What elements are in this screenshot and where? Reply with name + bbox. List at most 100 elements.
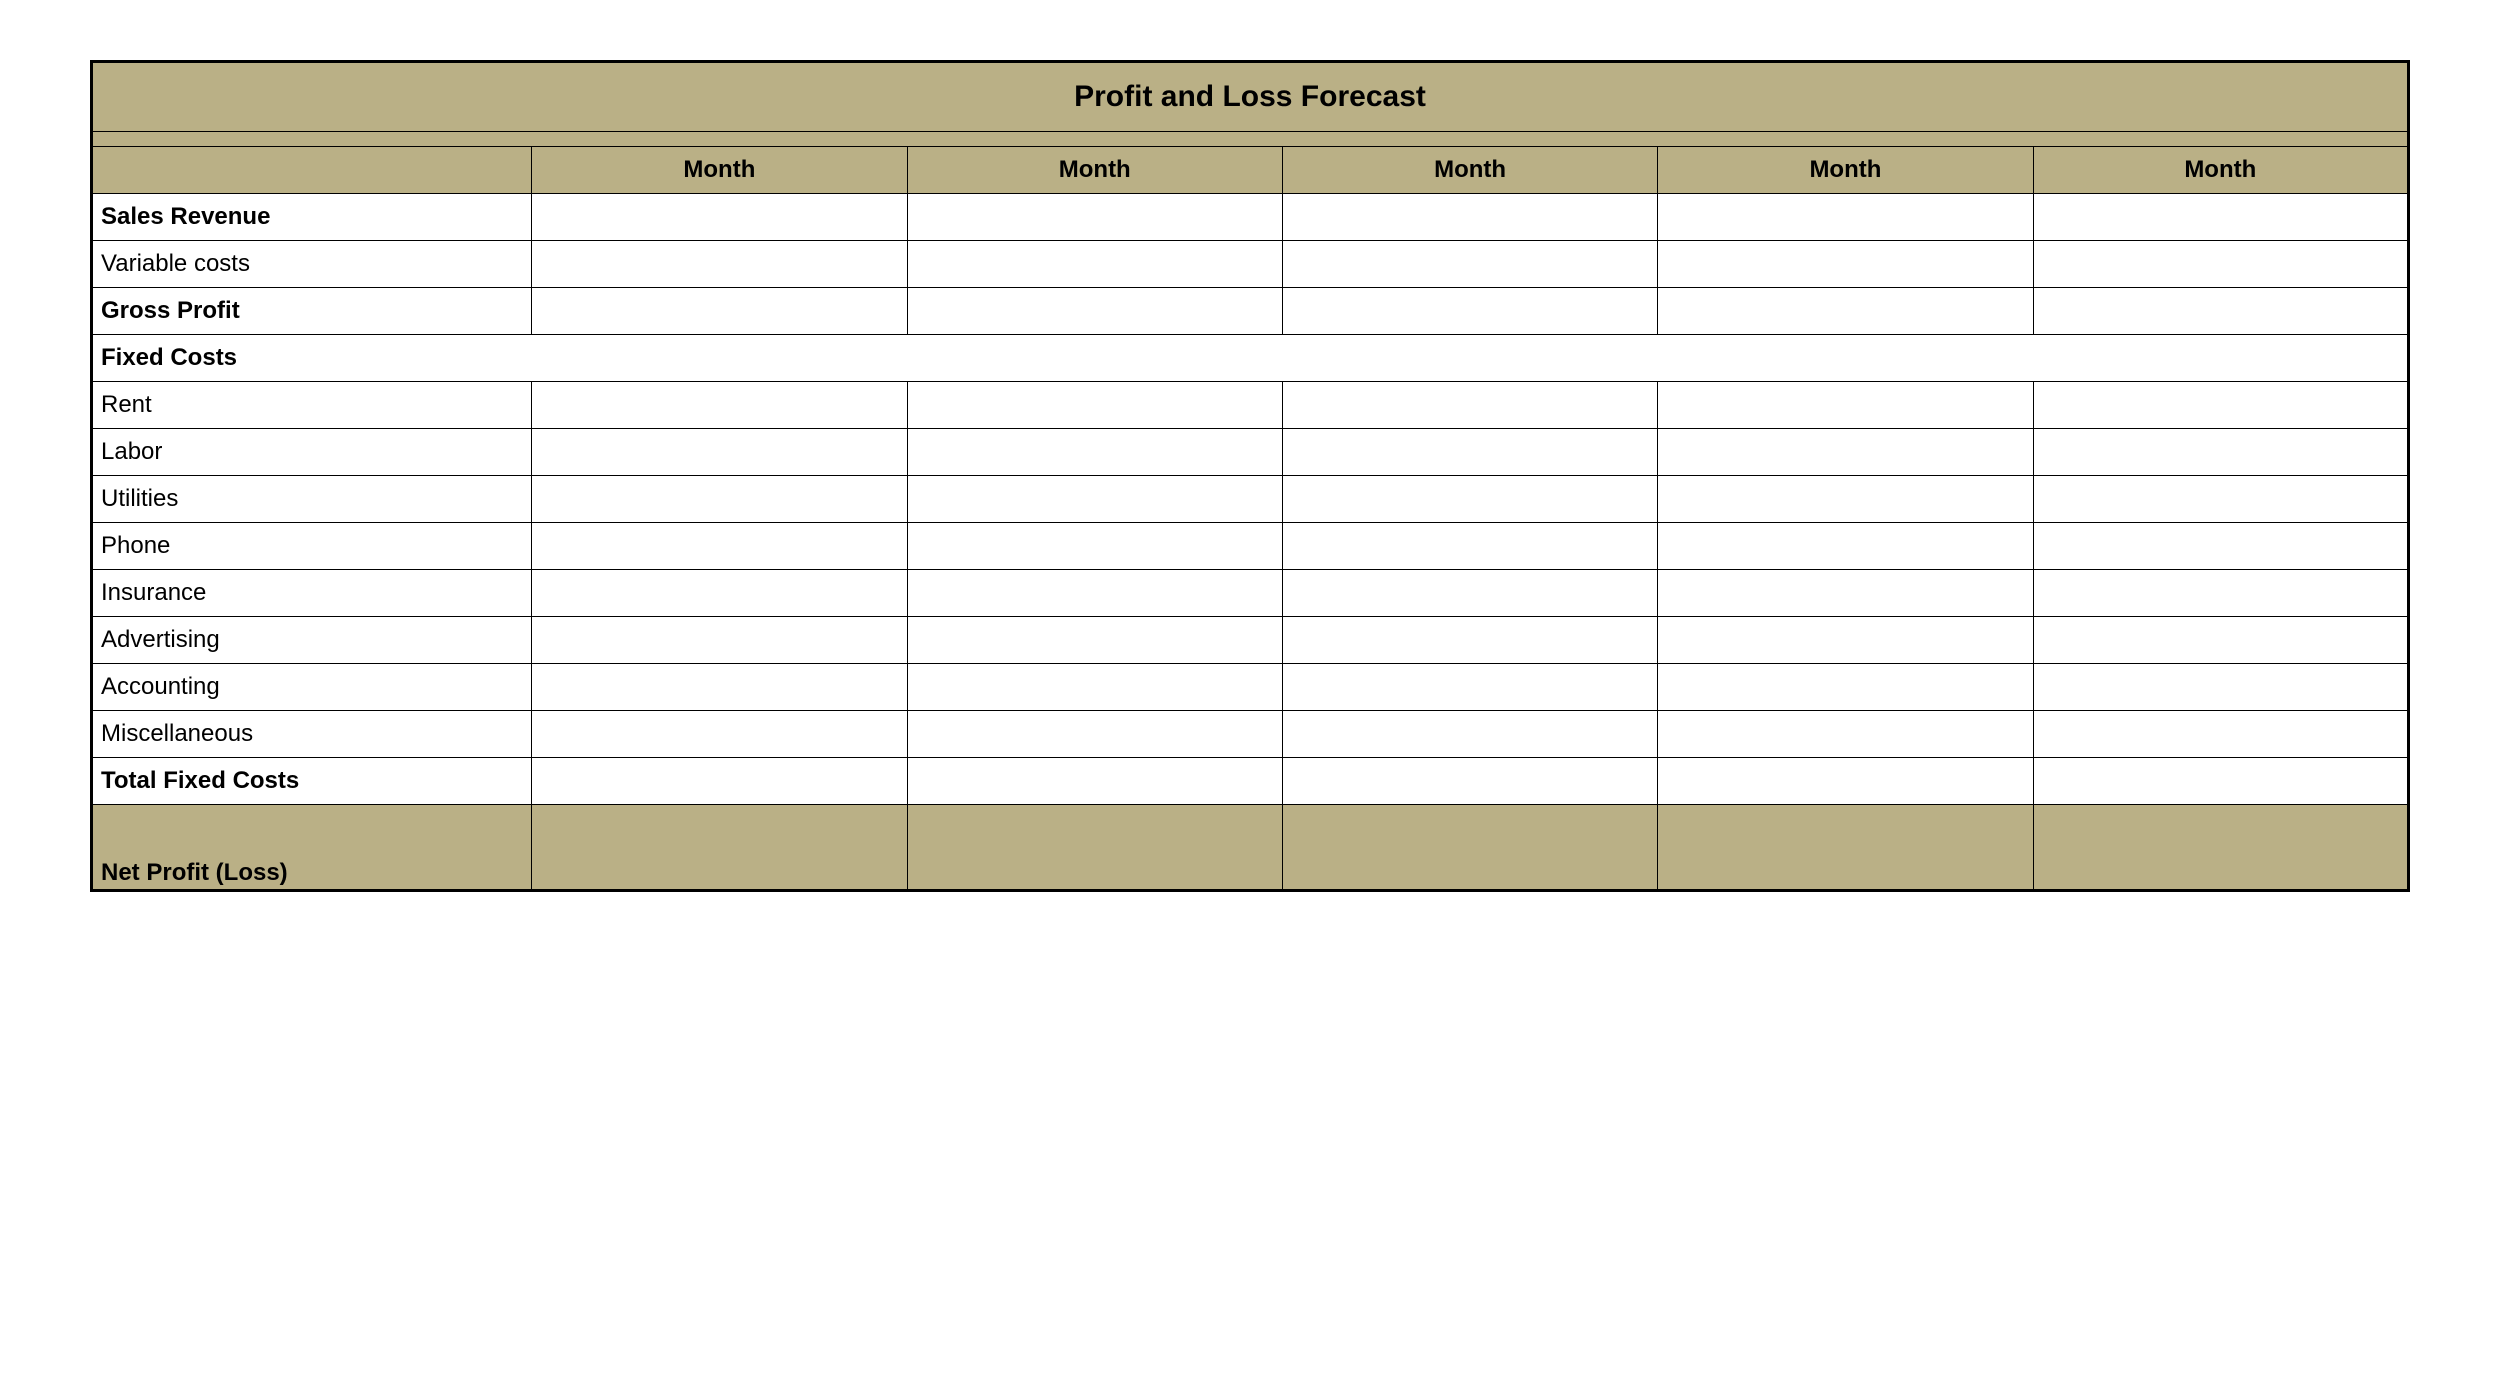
fixed-cost-row: Rent — [92, 382, 2409, 429]
fixed-cost-cell — [2033, 711, 2408, 758]
fixed-cost-cell — [1282, 664, 1657, 711]
fixed-cost-cell — [1658, 617, 2033, 664]
profit-loss-table: Profit and Loss Forecast Month Month Mon… — [90, 60, 2410, 892]
fixed-cost-row: Miscellaneous — [92, 711, 2409, 758]
data-label: Gross Profit — [92, 288, 532, 335]
net-profit-cell — [907, 805, 1282, 891]
data-row: Variable costs — [92, 241, 2409, 288]
data-label: Variable costs — [92, 241, 532, 288]
fixed-cost-cell — [907, 429, 1282, 476]
data-cell — [1282, 241, 1657, 288]
col-header-2: Month — [907, 147, 1282, 194]
fixed-cost-cell — [532, 523, 907, 570]
fixed-cost-cell — [1658, 382, 2033, 429]
fixed-cost-cell — [907, 570, 1282, 617]
col-header-3: Month — [1282, 147, 1657, 194]
fixed-cost-cell — [532, 429, 907, 476]
col-header-1: Month — [532, 147, 907, 194]
col-header-4: Month — [1658, 147, 2033, 194]
data-cell — [1658, 288, 2033, 335]
net-profit-row: Net Profit (Loss) — [92, 805, 2409, 891]
title-row: Profit and Loss Forecast — [92, 62, 2409, 132]
data-cell — [532, 194, 907, 241]
net-profit-cell — [1282, 805, 1657, 891]
fixed-cost-cell — [1658, 429, 2033, 476]
column-header-row: Month Month Month Month Month — [92, 147, 2409, 194]
total-fixed-cell — [532, 758, 907, 805]
fixed-costs-header-row: Fixed Costs — [92, 335, 2409, 382]
data-cell — [532, 241, 907, 288]
total-fixed-cell — [907, 758, 1282, 805]
fixed-cost-cell — [907, 664, 1282, 711]
data-cell — [532, 288, 907, 335]
fixed-cost-cell — [1282, 570, 1657, 617]
data-cell — [907, 241, 1282, 288]
fixed-cost-cell — [1658, 476, 2033, 523]
fixed-cost-cell — [532, 382, 907, 429]
fixed-cost-cell — [532, 711, 907, 758]
table-title: Profit and Loss Forecast — [92, 62, 2409, 132]
fixed-cost-label: Accounting — [92, 664, 532, 711]
fixed-cost-cell — [1282, 429, 1657, 476]
fixed-cost-cell — [2033, 664, 2408, 711]
fixed-cost-label: Miscellaneous — [92, 711, 532, 758]
fixed-cost-cell — [532, 570, 907, 617]
fixed-cost-cell — [532, 476, 907, 523]
net-profit-cell — [2033, 805, 2408, 891]
fixed-cost-row: Labor — [92, 429, 2409, 476]
col-header-0 — [92, 147, 532, 194]
data-row: Gross Profit — [92, 288, 2409, 335]
fixed-cost-label: Labor — [92, 429, 532, 476]
fixed-cost-cell — [907, 476, 1282, 523]
fixed-cost-cell — [1282, 711, 1657, 758]
fixed-cost-cell — [2033, 523, 2408, 570]
fixed-costs-header: Fixed Costs — [92, 335, 2409, 382]
title-spacer — [92, 132, 2409, 147]
data-cell — [1658, 194, 2033, 241]
fixed-cost-row: Accounting — [92, 664, 2409, 711]
fixed-cost-cell — [907, 711, 1282, 758]
data-label: Sales Revenue — [92, 194, 532, 241]
fixed-cost-cell — [2033, 476, 2408, 523]
fixed-cost-label: Utilities — [92, 476, 532, 523]
data-cell — [907, 288, 1282, 335]
fixed-cost-row: Insurance — [92, 570, 2409, 617]
total-fixed-cell — [1658, 758, 2033, 805]
fixed-cost-cell — [1658, 664, 2033, 711]
total-fixed-label: Total Fixed Costs — [92, 758, 532, 805]
data-cell — [1282, 194, 1657, 241]
fixed-cost-cell — [2033, 570, 2408, 617]
fixed-cost-cell — [907, 617, 1282, 664]
fixed-cost-cell — [1282, 476, 1657, 523]
fixed-cost-row: Phone — [92, 523, 2409, 570]
fixed-cost-cell — [907, 382, 1282, 429]
fixed-cost-cell — [1658, 523, 2033, 570]
data-cell — [2033, 288, 2408, 335]
fixed-cost-cell — [907, 523, 1282, 570]
total-fixed-cell — [2033, 758, 2408, 805]
fixed-cost-label: Rent — [92, 382, 532, 429]
data-row: Sales Revenue — [92, 194, 2409, 241]
fixed-cost-cell — [2033, 429, 2408, 476]
total-fixed-row: Total Fixed Costs — [92, 758, 2409, 805]
fixed-cost-row: Advertising — [92, 617, 2409, 664]
total-fixed-cell — [1282, 758, 1657, 805]
fixed-cost-cell — [1282, 523, 1657, 570]
fixed-cost-cell — [1658, 711, 2033, 758]
data-cell — [1658, 241, 2033, 288]
data-cell — [2033, 241, 2408, 288]
fixed-cost-cell — [2033, 617, 2408, 664]
net-profit-label: Net Profit (Loss) — [92, 805, 532, 891]
fixed-cost-cell — [532, 664, 907, 711]
data-cell — [2033, 194, 2408, 241]
fixed-cost-cell — [2033, 382, 2408, 429]
fixed-cost-cell — [1282, 617, 1657, 664]
fixed-cost-cell — [1658, 570, 2033, 617]
net-profit-cell — [532, 805, 907, 891]
net-profit-cell — [1658, 805, 2033, 891]
col-header-5: Month — [2033, 147, 2408, 194]
fixed-cost-cell — [1282, 382, 1657, 429]
fixed-cost-label: Insurance — [92, 570, 532, 617]
fixed-cost-cell — [532, 617, 907, 664]
fixed-cost-label: Advertising — [92, 617, 532, 664]
